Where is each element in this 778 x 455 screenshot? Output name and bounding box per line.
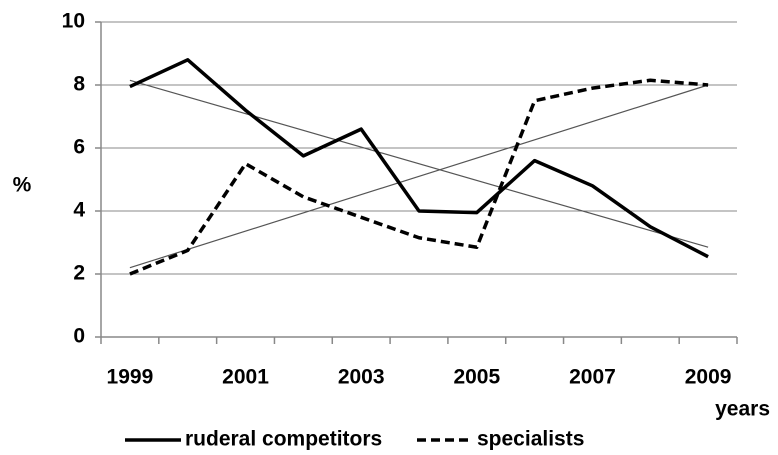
series-line (129, 58, 709, 259)
trend-line (129, 84, 709, 269)
legend-label: ruderal competitors (185, 428, 382, 451)
x-tick-label: 2003 (338, 366, 385, 389)
x-tick-label: 2005 (453, 366, 500, 389)
trend-line (129, 79, 709, 248)
y-tick-label: 10 (62, 10, 85, 33)
legend-label: specialists (477, 428, 584, 451)
x-tick-label: 1999 (107, 366, 154, 389)
y-tick-label: 4 (73, 199, 85, 222)
y-tick-label: 0 (73, 325, 85, 348)
y-tick-label: 2 (73, 262, 85, 285)
y-tick-label: 8 (73, 73, 85, 96)
series-line (129, 78, 709, 276)
x-axis-label: years (715, 398, 770, 421)
x-tick-label: 2001 (222, 366, 269, 389)
x-tick-label: 2009 (685, 366, 732, 389)
y-tick-label: 6 (73, 136, 85, 159)
y-axis-label: % (13, 174, 32, 197)
x-tick-label: 2007 (569, 366, 616, 389)
